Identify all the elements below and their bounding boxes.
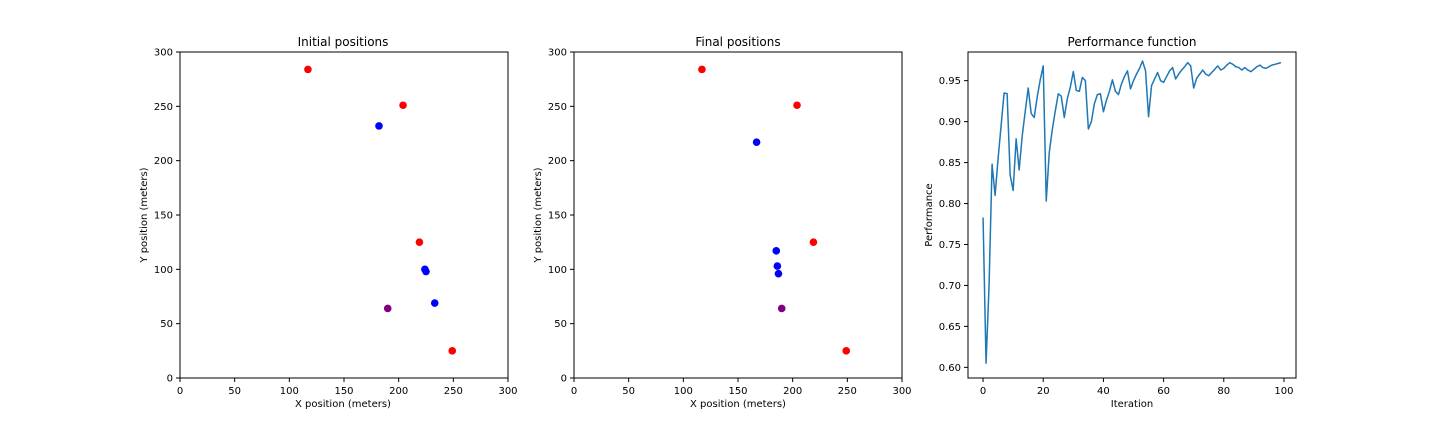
- data-point: [448, 347, 457, 355]
- y-tick-label: 0.70: [939, 281, 961, 292]
- y-tick-label: 150: [154, 211, 173, 222]
- data-point: [777, 304, 786, 313]
- data-point: [304, 65, 312, 74]
- tick-group: 0 50 100 150 200 250 300 0 50 100 150 200 250 300: [548, 48, 912, 398]
- y-tick-label: 0.60: [939, 363, 961, 374]
- x-tick-label: 250: [838, 386, 857, 397]
- tick-group: 0 20 40 60 80 100 0.60 0.65 0.70 0.75 0.80 0.85 0.90…: [939, 76, 1294, 397]
- y-axis-label: Performance: [924, 183, 935, 246]
- x-tick-label: 100: [1274, 386, 1293, 397]
- x-tick-label: 200: [389, 386, 408, 397]
- y-tick-label: 0: [167, 374, 173, 385]
- x-axis-label: X position (meters): [295, 399, 391, 410]
- data-point: [773, 262, 782, 270]
- scatter-points: [698, 65, 851, 355]
- y-tick-label: 0.65: [939, 322, 961, 333]
- y-tick-label: 0.75: [939, 240, 961, 251]
- x-tick-label: 50: [622, 386, 635, 397]
- y-tick-label: 50: [554, 319, 567, 330]
- y-tick-label: 250: [548, 102, 567, 113]
- plot-frame: [179, 51, 509, 379]
- initial-positions-panel: Initial positions X position (meters) Y …: [139, 35, 518, 410]
- y-tick-label: 0.80: [939, 199, 961, 210]
- x-axis-label: X position (meters): [690, 399, 786, 410]
- y-tick-label: 100: [154, 265, 173, 276]
- x-tick-label: 250: [444, 386, 463, 397]
- x-tick-label: 50: [228, 386, 241, 397]
- data-point: [375, 122, 383, 130]
- line-series: [982, 60, 1282, 365]
- data-point: [809, 238, 818, 246]
- data-point: [774, 269, 783, 278]
- y-tick-label: 300: [548, 48, 567, 59]
- data-point: [415, 238, 424, 246]
- data-point: [772, 247, 781, 255]
- y-tick-label: 50: [160, 319, 173, 330]
- x-tick-label: 20: [1037, 386, 1050, 397]
- panel-title: Initial positions: [298, 35, 389, 49]
- y-tick-label: 0.85: [939, 158, 961, 169]
- x-tick-label: 0: [177, 386, 183, 397]
- data-point: [383, 304, 392, 313]
- data-point: [399, 101, 407, 110]
- data-point: [752, 138, 761, 146]
- panel-title: Final positions: [695, 35, 780, 49]
- data-point: [422, 267, 430, 276]
- x-tick-label: 100: [674, 386, 693, 397]
- y-tick-label: 300: [154, 48, 173, 59]
- y-tick-label: 0.95: [939, 76, 961, 87]
- x-tick-label: 150: [728, 386, 747, 397]
- plot-frame: [573, 51, 903, 379]
- data-point: [842, 347, 851, 355]
- y-axis-label: Y position (meters): [533, 167, 544, 263]
- performance-panel: Performance function Iteration Performan…: [924, 35, 1297, 410]
- final-positions-panel: Final positions X position (meters) Y po…: [533, 35, 912, 410]
- x-tick-label: 0: [980, 386, 986, 397]
- x-tick-label: 300: [498, 386, 517, 397]
- x-tick-label: 60: [1157, 386, 1170, 397]
- scatter-points: [304, 65, 457, 355]
- x-tick-label: 0: [571, 386, 577, 397]
- panel-title: Performance function: [1068, 35, 1197, 49]
- x-tick-label: 100: [280, 386, 299, 397]
- plot-frame: [967, 51, 1297, 379]
- y-tick-label: 150: [548, 211, 567, 222]
- x-tick-label: 150: [334, 386, 353, 397]
- performance-line: [982, 60, 1282, 365]
- y-tick-label: 100: [548, 265, 567, 276]
- data-point: [430, 299, 439, 307]
- data-point: [793, 101, 801, 110]
- y-tick-label: 0.90: [939, 117, 961, 128]
- x-tick-label: 300: [892, 386, 911, 397]
- y-tick-label: 200: [154, 156, 173, 167]
- y-tick-label: 200: [548, 156, 567, 167]
- data-point: [698, 65, 706, 74]
- y-axis-label: Y position (meters): [139, 167, 150, 263]
- x-tick-label: 80: [1217, 386, 1230, 397]
- x-tick-label: 40: [1097, 386, 1110, 397]
- y-tick-label: 0: [561, 374, 567, 385]
- y-tick-label: 250: [154, 102, 173, 113]
- tick-group: 0 50 100 150 200 250 300 0 50 100 150 200 250 300: [154, 48, 518, 398]
- x-axis-label: Iteration: [1111, 399, 1153, 410]
- x-tick-label: 200: [783, 386, 802, 397]
